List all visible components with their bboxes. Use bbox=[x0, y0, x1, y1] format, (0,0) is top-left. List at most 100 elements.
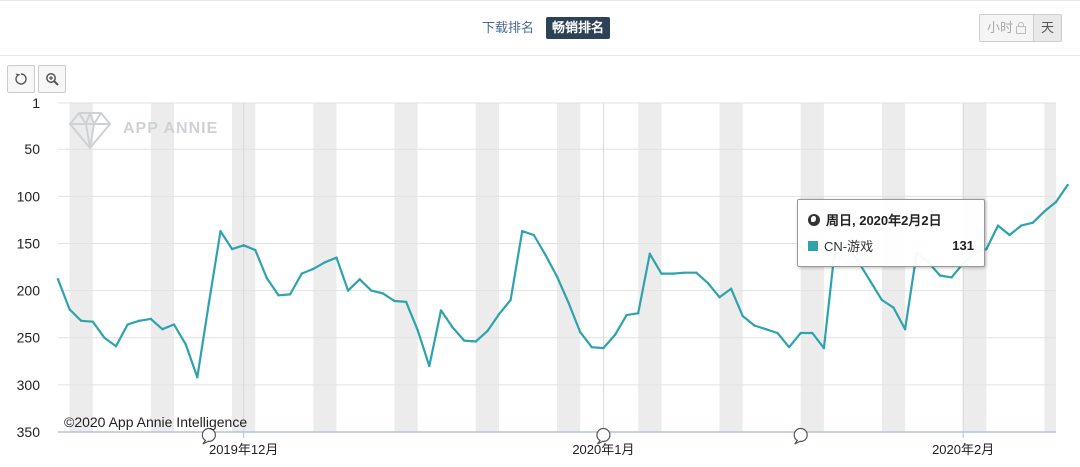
rank-type-tabs: 下载排名 畅销排名 bbox=[476, 17, 611, 39]
data-point bbox=[474, 340, 477, 343]
data-point bbox=[869, 279, 872, 283]
data-point bbox=[161, 328, 164, 331]
tooltip-date: 周日, 2020年2月2日 bbox=[826, 213, 942, 228]
data-point bbox=[370, 289, 373, 292]
data-point bbox=[764, 328, 768, 331]
data-point bbox=[312, 267, 315, 271]
copyright-text: ©2020 App Annie Intelligence bbox=[64, 414, 248, 430]
y-tick-label: 50 bbox=[24, 141, 40, 157]
data-point bbox=[1066, 183, 1069, 187]
tab-grossing-rank[interactable]: 畅销排名 bbox=[546, 17, 611, 39]
zoom-button[interactable] bbox=[38, 65, 66, 93]
data-point bbox=[439, 309, 443, 312]
data-point bbox=[822, 346, 826, 350]
data-point bbox=[544, 253, 547, 256]
data-point bbox=[637, 312, 640, 315]
x-axis-labels: 2019年12月 2020年1月 2020年2月 bbox=[209, 442, 994, 457]
event-marker-icon bbox=[793, 427, 808, 445]
tab-downloads-rank[interactable]: 下载排名 bbox=[482, 20, 535, 35]
weekend-band bbox=[1044, 103, 1056, 432]
data-point bbox=[1019, 224, 1023, 227]
data-point bbox=[903, 328, 907, 331]
data-point bbox=[91, 320, 95, 323]
weekend-band bbox=[150, 103, 175, 432]
x-tick-label: 2019年12月 bbox=[209, 442, 278, 457]
hour-button[interactable]: 小时 bbox=[980, 15, 1035, 41]
x-tick-label: 2020年1月 bbox=[572, 442, 634, 457]
data-point bbox=[277, 294, 280, 297]
top-border bbox=[0, 0, 1080, 1]
lock-icon bbox=[1016, 22, 1027, 34]
data-point bbox=[196, 376, 199, 379]
data-point bbox=[428, 364, 431, 368]
data-point bbox=[68, 308, 71, 311]
data-point bbox=[996, 224, 1000, 227]
data-point bbox=[532, 233, 535, 237]
day-button[interactable]: 天 bbox=[1034, 15, 1062, 41]
data-point bbox=[230, 247, 234, 251]
data-point bbox=[114, 345, 118, 348]
event-bubble bbox=[793, 427, 808, 443]
data-point bbox=[811, 331, 814, 335]
data-point bbox=[1008, 233, 1011, 237]
event-bubble-tail bbox=[596, 439, 604, 445]
toolbar-divider bbox=[0, 55, 1080, 56]
weekend-bands bbox=[69, 103, 1056, 432]
data-point bbox=[695, 271, 698, 274]
data-point bbox=[776, 331, 779, 335]
data-point bbox=[718, 295, 721, 299]
data-point bbox=[648, 252, 652, 256]
data-point bbox=[462, 339, 466, 342]
data-point bbox=[753, 324, 756, 327]
data-point bbox=[683, 271, 686, 274]
data-point bbox=[416, 328, 419, 332]
weekend-band bbox=[719, 103, 743, 432]
data-point bbox=[1054, 200, 1058, 204]
zoom-icon bbox=[46, 73, 59, 86]
data-point bbox=[288, 293, 292, 296]
tooltip-series-name: CN-游戏 bbox=[824, 239, 874, 254]
data-point bbox=[393, 299, 396, 303]
data-point bbox=[892, 306, 895, 309]
tooltip-series-row: CN-游戏 131 bbox=[808, 236, 974, 255]
data-point bbox=[729, 287, 733, 290]
data-point bbox=[265, 277, 269, 280]
data-point bbox=[950, 276, 953, 279]
y-tick-label: 200 bbox=[17, 283, 41, 299]
data-point bbox=[497, 312, 501, 316]
data-point bbox=[567, 301, 570, 305]
series-swatch bbox=[808, 240, 818, 251]
data-point bbox=[80, 319, 83, 322]
reset-zoom-button[interactable] bbox=[7, 65, 35, 93]
tooltip-date-row: 周日, 2020年2月2日 bbox=[808, 210, 942, 229]
data-point bbox=[938, 274, 942, 277]
data-point bbox=[741, 314, 744, 318]
weekend-band bbox=[69, 103, 93, 432]
event-marker-icon bbox=[201, 427, 216, 445]
data-point bbox=[381, 292, 385, 295]
data-point bbox=[799, 331, 802, 335]
data-point bbox=[520, 230, 524, 233]
event-bubble-tail bbox=[202, 439, 210, 445]
event-bubble bbox=[201, 427, 216, 443]
hour-label: 小时 bbox=[987, 20, 1014, 35]
app-annie-watermark: APP ANNIE bbox=[69, 112, 217, 149]
granularity-toggle: 小时 天 bbox=[979, 14, 1063, 42]
event-bubble-tail bbox=[794, 439, 801, 445]
event-bubble bbox=[596, 427, 611, 443]
data-point bbox=[149, 317, 153, 321]
data-point bbox=[660, 272, 663, 275]
reset-icon bbox=[15, 73, 27, 85]
weekend-band bbox=[475, 103, 499, 432]
series-line-cn-games bbox=[56, 183, 1069, 379]
data-point bbox=[300, 272, 303, 275]
tooltip-value: 131 bbox=[952, 238, 974, 253]
y-tick-label: 1 bbox=[32, 95, 40, 111]
data-point bbox=[509, 298, 512, 302]
y-tick-label: 100 bbox=[17, 188, 41, 204]
x-tick-label: 2020年2月 bbox=[932, 442, 994, 457]
weekend-band bbox=[963, 103, 987, 432]
weekend-band bbox=[394, 103, 418, 432]
data-point bbox=[404, 300, 408, 304]
